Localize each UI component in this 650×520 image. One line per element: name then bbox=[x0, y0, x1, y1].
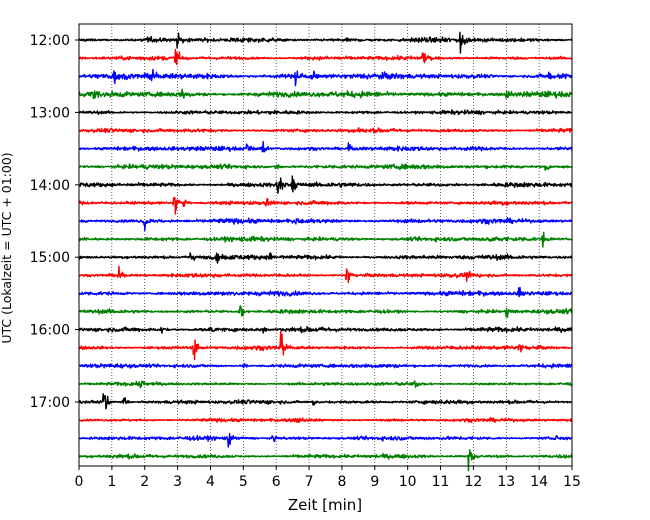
x-tick-label: 4 bbox=[206, 474, 215, 490]
trace-1730 bbox=[78, 432, 573, 448]
x-tick-label: 14 bbox=[530, 474, 548, 490]
trace-1630 bbox=[78, 362, 573, 369]
trace-1500 bbox=[78, 252, 573, 264]
trace-1215 bbox=[78, 48, 573, 66]
y-tick-label: 14:00 bbox=[30, 178, 70, 194]
trace-1445 bbox=[78, 231, 573, 248]
x-tick-label: 0 bbox=[75, 474, 84, 490]
trace-1700 bbox=[78, 393, 573, 410]
trace-1300 bbox=[78, 109, 573, 116]
x-tick-label: 3 bbox=[173, 474, 182, 490]
y-tick-label: 13:00 bbox=[30, 105, 70, 121]
x-tick-label: 6 bbox=[272, 474, 281, 490]
x-tick-label: 12 bbox=[464, 474, 482, 490]
traces bbox=[78, 31, 573, 472]
trace-1545 bbox=[78, 305, 573, 318]
x-tick-label: 1 bbox=[107, 474, 116, 490]
x-tick-label: 11 bbox=[432, 474, 450, 490]
trace-1600 bbox=[78, 325, 573, 334]
trace-1615 bbox=[78, 330, 573, 361]
trace-1200 bbox=[78, 31, 573, 54]
x-tick-label: 8 bbox=[337, 474, 346, 490]
trace-1645 bbox=[78, 380, 573, 389]
trace-1245 bbox=[78, 88, 573, 100]
plot-frame bbox=[78, 23, 573, 467]
x-axis-ticks: 0 1 2 3 4 5 6 7 8 9 10 11 12 13 14 15 bbox=[75, 466, 581, 490]
y-tick-label: 16:00 bbox=[30, 323, 70, 339]
x-tick-label: 13 bbox=[497, 474, 515, 490]
trace-1715 bbox=[78, 417, 573, 424]
y-tick-label: 12:00 bbox=[30, 33, 70, 49]
trace-1430 bbox=[78, 217, 573, 232]
trace-1330 bbox=[78, 140, 573, 153]
x-tick-label: 7 bbox=[305, 474, 314, 490]
x-tick-label: 10 bbox=[399, 474, 417, 490]
y-tick-label: 17:00 bbox=[30, 395, 70, 411]
x-tick-label: 5 bbox=[239, 474, 248, 490]
x-tick-label: 15 bbox=[563, 474, 581, 490]
x-tick-label: 2 bbox=[140, 474, 149, 490]
trace-1530 bbox=[78, 286, 573, 298]
x-axis-label: Zeit [min] bbox=[288, 496, 362, 514]
trace-1345 bbox=[78, 163, 573, 171]
grid bbox=[111, 24, 540, 466]
trace-1415 bbox=[78, 196, 573, 215]
trace-1315 bbox=[78, 127, 573, 134]
trace-1745 bbox=[78, 448, 573, 472]
y-axis-label: UTC (Lokalzeit = UTC + 01:00) bbox=[0, 152, 14, 343]
y-axis-ticks: 12:00 13:00 14:00 15:00 16:00 17:00 bbox=[30, 33, 79, 411]
y-tick-label: 15:00 bbox=[30, 250, 70, 266]
trace-1515 bbox=[78, 265, 573, 284]
x-tick-label: 9 bbox=[370, 474, 379, 490]
trace-1400 bbox=[78, 175, 573, 194]
trace-1230 bbox=[78, 68, 573, 87]
